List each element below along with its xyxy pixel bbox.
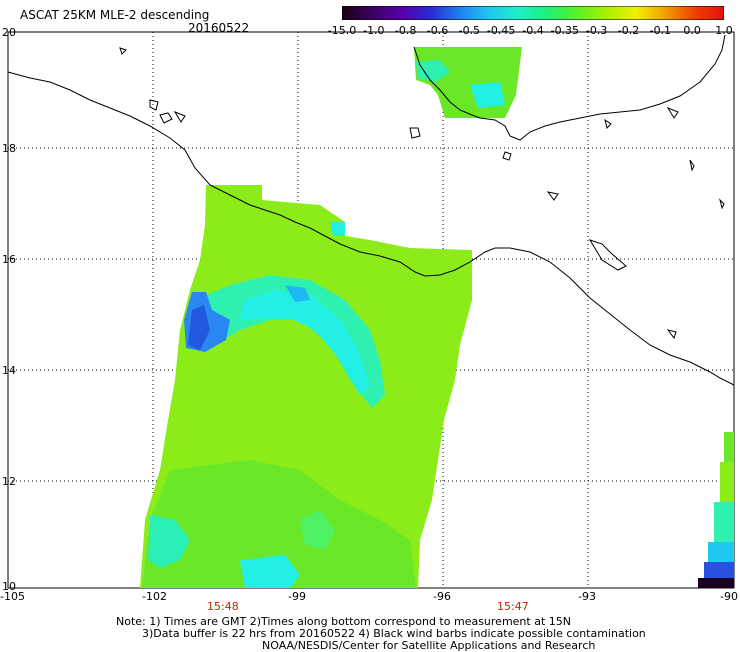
lat-label-16: 16	[2, 253, 16, 266]
colorbar-label: -15.0	[327, 24, 357, 37]
note-line-2: 3)Data buffer is 22 hrs from 20160522 4)…	[142, 627, 646, 640]
lon-label-102: -102	[142, 590, 167, 603]
pass-time-west: 15:48	[207, 600, 239, 613]
lon-label-93: -93	[578, 590, 596, 603]
colorbar-label: -0.3	[585, 24, 608, 37]
product-title: ASCAT 25KM MLE-2 descending	[20, 8, 210, 22]
colorbar-label: -0.1	[649, 24, 672, 37]
colorbar-labels: -15.0 -1.0 -0.8 -0.6 -0.5 -0.45 -0.4 -0.35 -0.3-…	[327, 24, 740, 38]
colorbar-label: 1.0	[715, 24, 733, 37]
colorbar-label: -0.4	[522, 24, 544, 37]
note-line-3: NOAA/NESDIS/Center for Satellite Applica…	[262, 639, 596, 652]
colorbar-label: -0.35	[550, 24, 580, 37]
graticule	[8, 32, 734, 588]
lat-label-18: 18	[2, 142, 16, 155]
colorbar	[342, 6, 724, 20]
coastline	[7, 34, 735, 386]
colorbar-label: -0.6	[426, 24, 449, 37]
lon-label-90: -90	[720, 590, 738, 603]
lon-label-96: -96	[433, 590, 451, 603]
note-line-1: Note: 1) Times are GMT 2)Times along bot…	[116, 615, 571, 628]
lakes-islands	[119, 47, 725, 340]
colorbar-label: -0.45	[486, 24, 516, 37]
swath-north	[414, 47, 522, 118]
lon-label-105: -105	[0, 590, 25, 603]
lat-label-14: 14	[2, 364, 16, 377]
colorbar-label: -1.0	[363, 24, 385, 37]
colorbar-label: -0.8	[394, 24, 417, 37]
pass-time-east: 15:47	[497, 600, 529, 613]
lat-label-20: 20	[2, 26, 16, 39]
lat-label-10: 10	[2, 580, 16, 593]
swath-east	[698, 432, 734, 588]
colorbar-label: 0.0	[683, 24, 701, 37]
swath-main	[140, 185, 472, 588]
lat-label-12: 12	[2, 475, 16, 488]
colorbar-label: -0.5	[458, 24, 481, 37]
colorbar-label: -0.2	[617, 24, 640, 37]
colorbar-gradient	[342, 6, 724, 20]
lon-label-99: -99	[288, 590, 306, 603]
